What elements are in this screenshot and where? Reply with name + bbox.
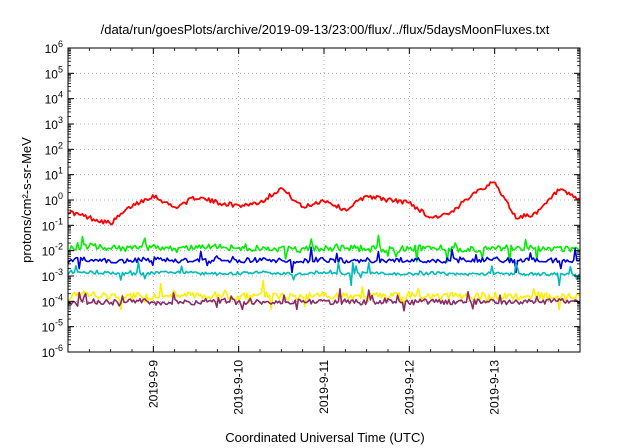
y-tick-label: 10-3 [42,267,63,284]
series-line [67,287,581,312]
x-tick-label: 2019-9-12 [402,360,416,415]
y-axis-label: protons/cm²-s-sr-MeV [19,137,34,263]
y-tick-label: 10-1 [42,216,63,233]
ticks [68,47,580,353]
y-tick-label: 102 [45,140,63,157]
series-group [67,181,581,312]
y-tick-label: 106 [45,39,63,56]
chart-title: /data/run/goesPlots/archive/2019-09-13/2… [101,22,550,37]
x-tick-label: 2019-9-9 [146,360,160,408]
y-tick-label: 10-2 [42,242,63,259]
y-tick-labels: 10-6 10-5 10-4 10-3 10-2 10-1 100 101 102 103 104 1… [42,39,63,360]
y-tick-label: 104 [45,90,63,107]
x-tick-labels: 2019-9-9 2019-9-10 2019-9-11 2019-9-12 2019-… [146,360,501,415]
y-tick-label: 10-6 [42,343,63,360]
x-axis-label: Coordinated Universal Time (UTC) [225,430,424,445]
y-tick-label: 103 [45,115,63,132]
y-tick-label: 10-4 [42,292,63,309]
x-tick-label: 2019-9-11 [317,360,331,414]
series-line [67,279,581,311]
y-tick-label: 100 [45,191,63,208]
series-line [67,234,581,264]
series-line [67,181,581,226]
y-tick-label: 101 [45,166,63,183]
y-tick-label: 10-5 [42,318,63,335]
series-line [67,261,581,287]
x-tick-label: 2019-9-10 [232,360,246,415]
y-tick-label: 105 [45,64,63,81]
series-line [67,246,581,274]
x-tick-label: 2019-9-13 [488,360,502,415]
